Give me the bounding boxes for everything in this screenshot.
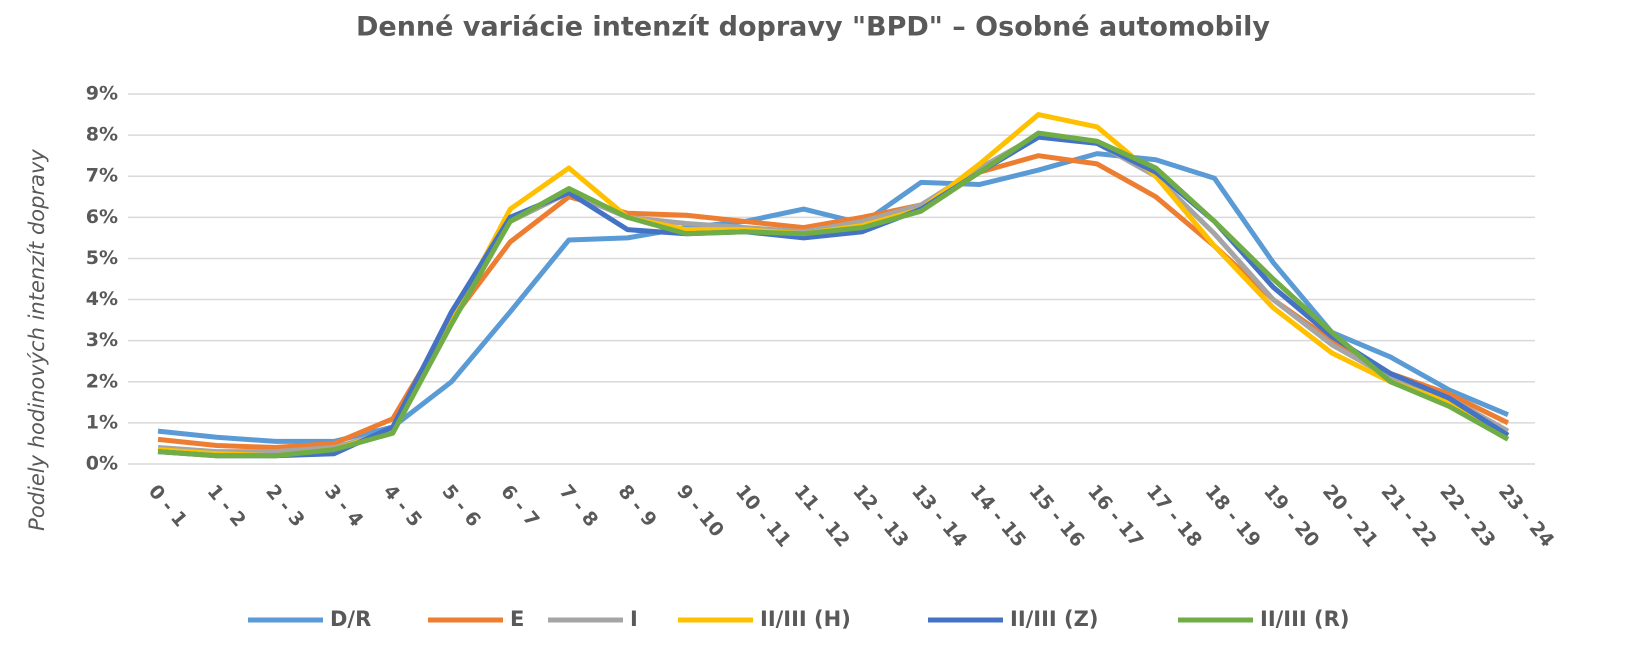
x-tick-label: 2 - 3 — [261, 481, 308, 532]
y-tick-label: 1% — [86, 411, 118, 433]
x-tick-label: 12 - 13 — [848, 481, 912, 552]
series-line — [157, 132, 1510, 455]
x-tick-label: 16 - 17 — [1083, 481, 1147, 552]
x-tick-label: 8 - 9 — [614, 481, 661, 532]
x-tick-label: 22 - 23 — [1435, 481, 1499, 552]
legend-label: I — [630, 607, 638, 631]
series-line — [157, 112, 1510, 459]
x-tick-label: 21 - 22 — [1377, 481, 1441, 552]
x-tick-label: 13 - 14 — [907, 481, 971, 552]
x-tick-label: 20 - 21 — [1318, 481, 1382, 552]
series-line — [157, 130, 1510, 459]
x-tick-label: 3 - 4 — [320, 481, 367, 532]
x-tick-label: 7 - 8 — [555, 481, 602, 532]
y-tick-label: 7% — [86, 165, 118, 187]
legend-label: II/III (H) — [760, 607, 851, 631]
y-tick-label: 6% — [86, 206, 118, 228]
x-tick-label: 18 - 19 — [1200, 481, 1264, 552]
x-tick-label: 0 - 1 — [144, 481, 191, 532]
x-tick-label: 17 - 18 — [1142, 481, 1206, 552]
y-tick-label: 8% — [86, 124, 118, 146]
legend-label: II/III (R) — [1260, 607, 1349, 631]
legend-label: II/III (Z) — [1010, 607, 1098, 631]
y-tick-label: 5% — [86, 247, 118, 269]
x-tick-label: 10 - 11 — [731, 481, 795, 552]
x-tick-label: 14 - 15 — [966, 481, 1030, 552]
x-tick-label: 5 - 6 — [437, 481, 484, 532]
chart-title: Denné variácie intenzít dopravy "BPD" – … — [356, 12, 1270, 43]
y-tick-label: 2% — [86, 370, 118, 392]
x-tick-label: 4 - 5 — [379, 481, 426, 532]
x-tick-label: 11 - 12 — [790, 481, 854, 552]
y-tick-label: 4% — [86, 288, 118, 310]
x-tick-label: 15 - 16 — [1024, 481, 1088, 552]
x-tick-label: 6 - 7 — [496, 481, 543, 532]
y-tick-label: 0% — [86, 453, 118, 475]
y-axis-label: Podiely hodinových intenzít dopravy — [25, 149, 49, 531]
series-line — [157, 151, 1509, 444]
legend-label: E — [510, 607, 524, 631]
x-tick-label: 9 - 10 — [672, 481, 728, 542]
x-tick-label: 19 - 20 — [1259, 481, 1323, 552]
x-tick-label: 1 - 2 — [203, 481, 250, 532]
x-tick-label: 23 - 24 — [1494, 481, 1558, 552]
series-line — [157, 134, 1510, 459]
y-tick-label: 3% — [86, 329, 118, 351]
legend-label: D/R — [330, 607, 371, 631]
y-tick-label: 9% — [86, 83, 118, 105]
